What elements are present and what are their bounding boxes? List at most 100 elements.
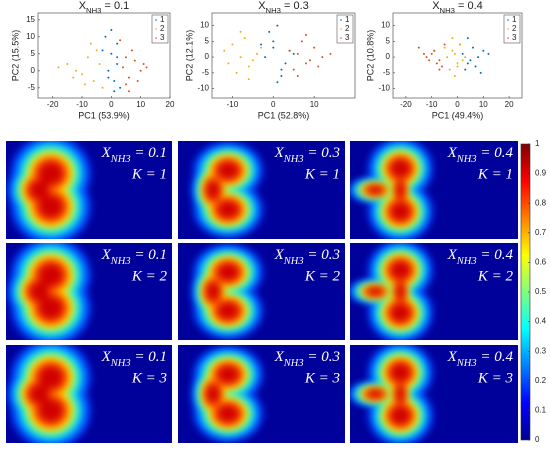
label-symbol: X	[274, 145, 285, 161]
point	[89, 42, 92, 45]
x-axis-label: PC1 (52.8%)	[258, 110, 310, 120]
colorbar-tick-label: 0.6	[535, 258, 547, 267]
legend-marker	[340, 19, 342, 21]
point	[95, 49, 98, 52]
point	[453, 52, 456, 55]
label-value: = 0.4	[480, 247, 513, 263]
point	[247, 78, 250, 81]
point	[75, 69, 78, 72]
point	[272, 46, 275, 49]
colorbar-tick-label: 0.3	[535, 346, 547, 355]
heatmap-blob	[38, 296, 64, 320]
point	[136, 80, 139, 82]
y-tick-label: -5	[202, 68, 210, 77]
x-axis-label: PC1 (53.9%)	[78, 110, 130, 120]
point	[292, 68, 295, 71]
label-subscript: NH3	[283, 256, 304, 267]
chart-title: XNH3 = 0.4	[432, 0, 483, 15]
label-subscript: NH3	[110, 358, 131, 369]
point	[464, 56, 467, 59]
x-tick-label: 0	[271, 100, 276, 109]
colorbar-tick-label: 0.9	[535, 169, 547, 178]
point	[461, 52, 464, 55]
point	[116, 42, 119, 45]
label-value: = 0.3	[307, 145, 340, 161]
label-symbol: X	[447, 145, 458, 161]
heatmap-blob	[217, 161, 239, 180]
legend-box	[336, 14, 354, 44]
y-tick-label: 0	[31, 66, 36, 75]
point	[119, 39, 122, 42]
legend-label: 2	[345, 24, 350, 33]
colorbar-tick-label: 0	[535, 435, 540, 444]
label-symbol: X	[274, 349, 285, 365]
label: XNH3 = 0.4	[447, 247, 514, 266]
point	[433, 49, 436, 52]
label-symbol: X	[274, 247, 285, 263]
point	[329, 52, 332, 55]
point	[296, 52, 299, 55]
point	[304, 62, 307, 65]
point	[92, 80, 95, 82]
point	[284, 62, 287, 65]
k-label: K = 2	[131, 268, 168, 284]
y-tick-label: 5	[386, 36, 391, 45]
legend-box	[503, 14, 521, 44]
point	[57, 66, 60, 69]
point	[288, 49, 291, 52]
label-value: = 0.4	[458, 0, 483, 12]
point	[239, 56, 242, 59]
label-subscript: NH3	[266, 6, 281, 15]
heatmap-layer	[29, 263, 64, 320]
label-subscript: NH3	[456, 358, 477, 369]
heatmap-blob	[38, 263, 64, 287]
point	[453, 74, 456, 77]
point	[438, 59, 441, 62]
k-label: K = 3	[304, 370, 340, 386]
label-subscript: NH3	[440, 6, 455, 15]
point	[280, 68, 283, 71]
point	[479, 71, 482, 74]
point	[98, 63, 101, 65]
legend-marker	[155, 19, 157, 21]
point	[443, 43, 446, 46]
x-tick-label: 20	[166, 100, 175, 109]
y-tick-label: 0	[205, 52, 210, 61]
point	[133, 59, 136, 62]
plot-area	[37, 12, 171, 99]
heatmap-panel	[178, 345, 345, 443]
heatmap-blob	[217, 404, 239, 423]
legend-marker	[507, 19, 509, 21]
colorbar-tick-label: 0.8	[535, 198, 547, 207]
label-value: = 0.1	[134, 247, 167, 263]
point	[231, 43, 234, 46]
heatmap-blob	[29, 180, 50, 200]
legend-marker	[155, 28, 157, 30]
point	[474, 65, 477, 68]
heatmap-panel	[350, 243, 518, 340]
legend-label: 3	[345, 33, 350, 42]
label-subscript: NH3	[456, 154, 477, 165]
point	[251, 59, 254, 62]
label-symbol: X	[258, 0, 266, 12]
x-tick-label: 0	[109, 100, 114, 109]
label-subscript: NH3	[283, 358, 304, 369]
heatmap-blob	[390, 363, 411, 382]
label-symbol: X	[447, 349, 458, 365]
x-tick-label: 10	[310, 100, 319, 109]
heatmap-layer	[29, 161, 64, 219]
heatmap-panel	[6, 345, 172, 443]
label-subscript: NH3	[283, 154, 304, 165]
legend-label: 2	[512, 24, 517, 33]
heatmap-blob	[390, 303, 411, 323]
point	[247, 65, 250, 68]
point	[145, 66, 148, 69]
k-label: K = 1	[477, 166, 513, 182]
k-label: K = 2	[304, 268, 341, 284]
label-symbol: X	[101, 247, 112, 263]
point	[425, 56, 428, 59]
point	[260, 46, 263, 49]
point	[477, 56, 480, 59]
point	[466, 37, 469, 40]
